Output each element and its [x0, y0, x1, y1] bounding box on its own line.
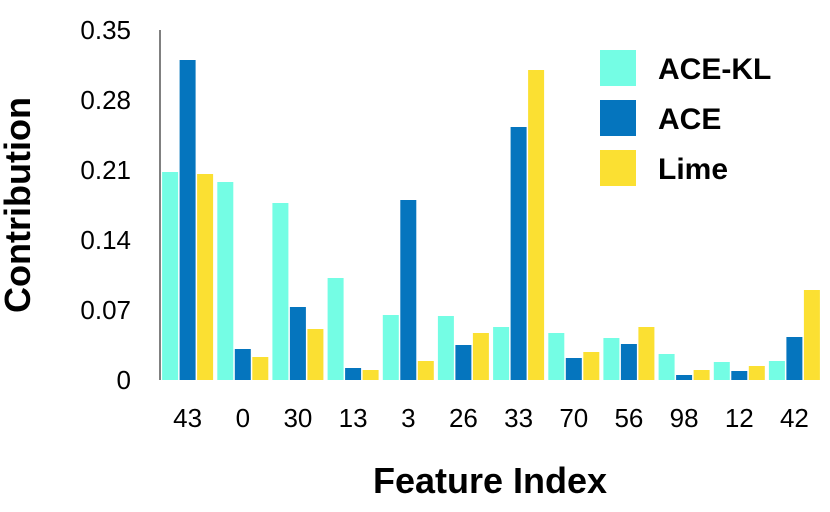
y-tick-label: 0.35 [80, 15, 131, 45]
y-tick-label: 0.21 [80, 155, 131, 185]
x-tick-label: 12 [725, 403, 754, 433]
bar-ace-kl-33 [493, 327, 510, 380]
bar-lime-33 [528, 70, 545, 380]
bar-ace-kl-43 [162, 172, 179, 380]
bar-ace-43 [179, 60, 196, 380]
y-tick-label: 0.14 [80, 225, 131, 255]
bar-ace-kl-70 [548, 333, 565, 380]
x-tick-label: 3 [401, 403, 415, 433]
bar-lime-30 [307, 329, 324, 380]
bar-lime-56 [638, 327, 655, 380]
bar-ace-kl-56 [603, 338, 620, 380]
y-axis-title: Contribution [0, 97, 38, 313]
legend-swatch-ace [600, 100, 636, 136]
bar-lime-70 [583, 352, 600, 380]
bar-ace-12 [731, 371, 748, 380]
legend: ACE-KL ACE Lime [600, 50, 771, 186]
bar-ace-kl-98 [658, 354, 675, 380]
x-tick-label: 56 [614, 403, 643, 433]
bar-ace-kl-13 [327, 278, 344, 380]
legend-swatch-lime [600, 150, 636, 186]
bar-ace-13 [345, 368, 362, 380]
bar-lime-42 [803, 290, 820, 380]
x-tick-label: 30 [283, 403, 312, 433]
x-tick-label: 0 [236, 403, 250, 433]
bar-lime-3 [417, 361, 434, 380]
x-tick-label: 13 [339, 403, 368, 433]
x-axis-title: Feature Index [373, 460, 607, 501]
x-tick-label: 26 [449, 403, 478, 433]
bar-lime-13 [362, 370, 379, 380]
bar-ace-33 [510, 127, 527, 380]
bar-ace-56 [620, 344, 637, 380]
x-tick-label: 70 [559, 403, 588, 433]
bar-ace-98 [676, 375, 693, 380]
bar-ace-30 [289, 307, 306, 380]
bar-lime-43 [197, 174, 214, 380]
y-tick-label: 0 [117, 365, 131, 395]
x-tick-label: 43 [173, 403, 202, 433]
bar-ace-kl-26 [437, 316, 454, 380]
bar-lime-98 [693, 370, 710, 380]
bar-ace-26 [455, 345, 472, 380]
legend-label-lime: Lime [658, 153, 728, 186]
x-tick-label: 98 [670, 403, 699, 433]
x-tick-labels: 43 0 30 13 3 26 33 70 56 98 12 42 [173, 403, 809, 433]
bar-ace-kl-3 [382, 315, 399, 380]
bar-ace-kl-30 [272, 203, 289, 380]
y-tick-labels: 0 0.07 0.14 0.21 0.28 0.35 [80, 15, 131, 395]
bar-ace-kl-12 [713, 362, 730, 380]
bar-ace-kl-0 [217, 182, 234, 380]
bar-ace-42 [786, 337, 803, 380]
bars-group [162, 60, 820, 380]
legend-label-ace: ACE [658, 103, 721, 136]
y-tick-label: 0.07 [80, 295, 131, 325]
bar-lime-12 [748, 366, 765, 380]
y-tick-label: 0.28 [80, 85, 131, 115]
bar-ace-0 [234, 349, 251, 380]
bar-lime-0 [252, 357, 269, 380]
x-tick-label: 42 [780, 403, 809, 433]
legend-swatch-ace-kl [600, 50, 636, 86]
bar-ace-kl-42 [768, 361, 785, 380]
legend-label-ace-kl: ACE-KL [658, 53, 771, 86]
x-tick-label: 33 [504, 403, 533, 433]
bar-ace-70 [565, 358, 582, 380]
bar-lime-26 [472, 333, 489, 380]
bar-ace-3 [400, 200, 417, 380]
